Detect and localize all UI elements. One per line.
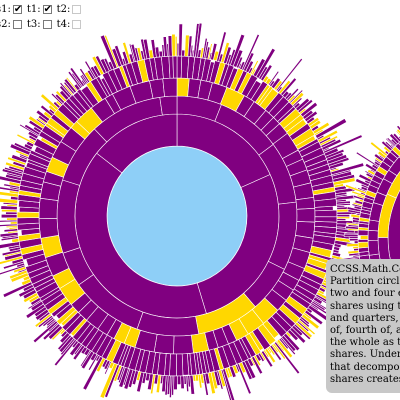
standard-tooltip: CCSS.Math.ConPartition circlestwo and fo… (326, 259, 400, 393)
filter-label: t2: (56, 4, 71, 15)
controls-row: s1:✔t1:✔t2: (0, 2, 86, 17)
main-ring2-segment[interactable] (159, 95, 178, 116)
main-ring4-segment[interactable] (16, 217, 40, 225)
main-ring3-segment[interactable] (173, 334, 194, 355)
filter-toggle[interactable]: s2: (0, 17, 26, 32)
tooltip-line: of, fourth of, and (330, 325, 400, 337)
second-ring5-segment[interactable] (346, 243, 359, 248)
main-ring5-segment[interactable] (174, 35, 178, 57)
filter-label: s2: (0, 19, 11, 30)
main-ring3-segment[interactable] (153, 333, 175, 355)
controls-row: s2: t3: t4: (0, 17, 86, 32)
second-ring3-segment[interactable] (367, 229, 379, 241)
tooltip-line: shares creates sn (330, 373, 400, 385)
second-ring4-segment[interactable] (357, 229, 369, 236)
main-ring4-segment[interactable] (172, 55, 178, 79)
filter-label: s1: (0, 4, 11, 15)
second-ring3-segment[interactable] (367, 239, 380, 256)
filter-checkbox[interactable] (72, 20, 82, 29)
filter-toggle[interactable]: t3: (27, 17, 56, 32)
filter-toggle[interactable]: t1: ✔ (27, 2, 56, 17)
main-ring3-segment[interactable] (295, 197, 316, 210)
filter-label: t3: (26, 19, 41, 30)
main-ring5-segment[interactable] (171, 33, 176, 57)
filter-checkbox[interactable]: ✔ (42, 4, 53, 15)
main-ring5-segment[interactable] (180, 375, 185, 390)
main-ring3-segment[interactable] (38, 197, 59, 220)
main-ring4-segment[interactable] (176, 353, 184, 377)
main-ring4-segment[interactable] (314, 209, 338, 218)
second-ring5-segment[interactable] (353, 240, 359, 244)
second-ring4-segment[interactable] (357, 241, 369, 249)
filter-toggle[interactable]: t4: (57, 17, 86, 32)
main-ring3-segment[interactable] (162, 77, 178, 97)
filter-checkbox[interactable] (72, 5, 82, 14)
main-ring5-segment[interactable] (176, 375, 182, 385)
tooltip-line: two and four eq (330, 288, 400, 300)
filter-checkbox[interactable]: ✔ (12, 4, 23, 15)
main-sunburst (0, 22, 377, 400)
main-ring3-segment[interactable] (296, 207, 316, 223)
tooltip-line: that decomposin (330, 361, 400, 373)
second-ring4-segment[interactable] (360, 235, 369, 240)
main-center[interactable] (106, 145, 248, 287)
tooltip-line: shares. Understa (330, 349, 400, 361)
main-ring3-segment[interactable] (38, 218, 59, 239)
tooltip-line: shares using the (330, 300, 400, 312)
second-ring5-segment[interactable] (349, 238, 359, 242)
filter-toggle[interactable]: t2: (57, 2, 86, 17)
tooltip-line: and quarters, and (330, 312, 400, 324)
tooltip-line: Partition circles (330, 276, 400, 288)
filter-checkbox[interactable] (42, 20, 52, 29)
main-ring5-segment[interactable] (336, 214, 350, 218)
filter-checkbox[interactable] (12, 20, 22, 29)
filter-label: t4: (56, 19, 71, 30)
second-ring4-segment[interactable] (357, 239, 369, 243)
second-ring5-segment[interactable] (395, 130, 400, 139)
filter-controls: s1:✔t1:✔t2:s2:t3:t4: (0, 2, 86, 32)
filter-toggle[interactable]: s1:✔ (0, 2, 26, 17)
filter-label: t1: (26, 4, 41, 15)
second-ring5-segment[interactable] (396, 124, 400, 136)
main-ring5-segment[interactable] (0, 213, 18, 219)
tooltip-line: CCSS.Math.Con (330, 264, 400, 275)
main-ring5-segment[interactable] (173, 375, 178, 391)
main-ring4-segment[interactable] (16, 211, 40, 219)
tooltip-line: the whole as two (330, 337, 400, 349)
second-ring3-segment[interactable] (367, 219, 380, 232)
main-ring3-segment[interactable] (176, 77, 190, 97)
